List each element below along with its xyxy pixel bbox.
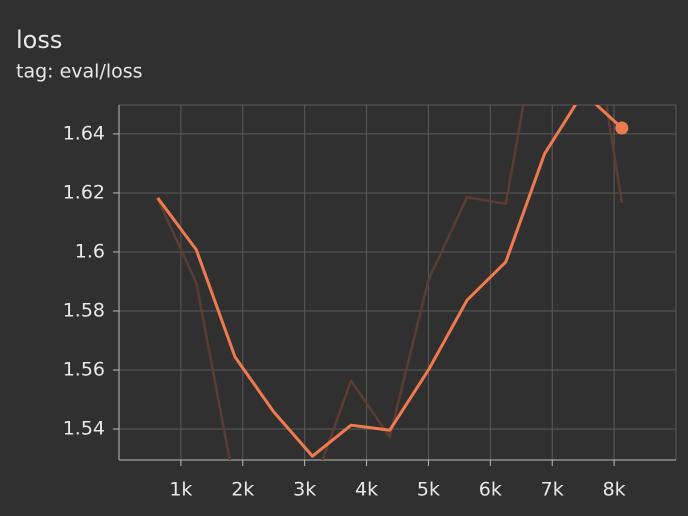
series-line [156, 105, 623, 458]
y-tick-label: 1.64 [63, 122, 105, 144]
y-tick-label: 1.56 [63, 358, 105, 380]
chart-title: loss [16, 26, 62, 54]
x-tick-label: 5k [417, 479, 440, 501]
x-tick-label: 3k [293, 479, 316, 501]
y-tick-label: 1.54 [63, 418, 105, 440]
y-tick-label: 1.58 [63, 299, 105, 321]
x-tick-label: 2k [231, 479, 254, 501]
x-tick-label: 6k [479, 479, 502, 501]
plot-area [156, 105, 624, 460]
y-tick-label: 1.62 [63, 181, 105, 203]
series-line [156, 105, 624, 460]
x-tick-label: 1k [169, 479, 192, 501]
chart-subtitle: tag: eval/loss [16, 61, 143, 83]
x-tick-label: 7k [541, 479, 564, 501]
last-point [615, 121, 629, 135]
x-tick-label: 8k [603, 479, 626, 501]
x-tick-label: 4k [355, 479, 378, 501]
y-tick-label: 1.6 [75, 240, 105, 262]
